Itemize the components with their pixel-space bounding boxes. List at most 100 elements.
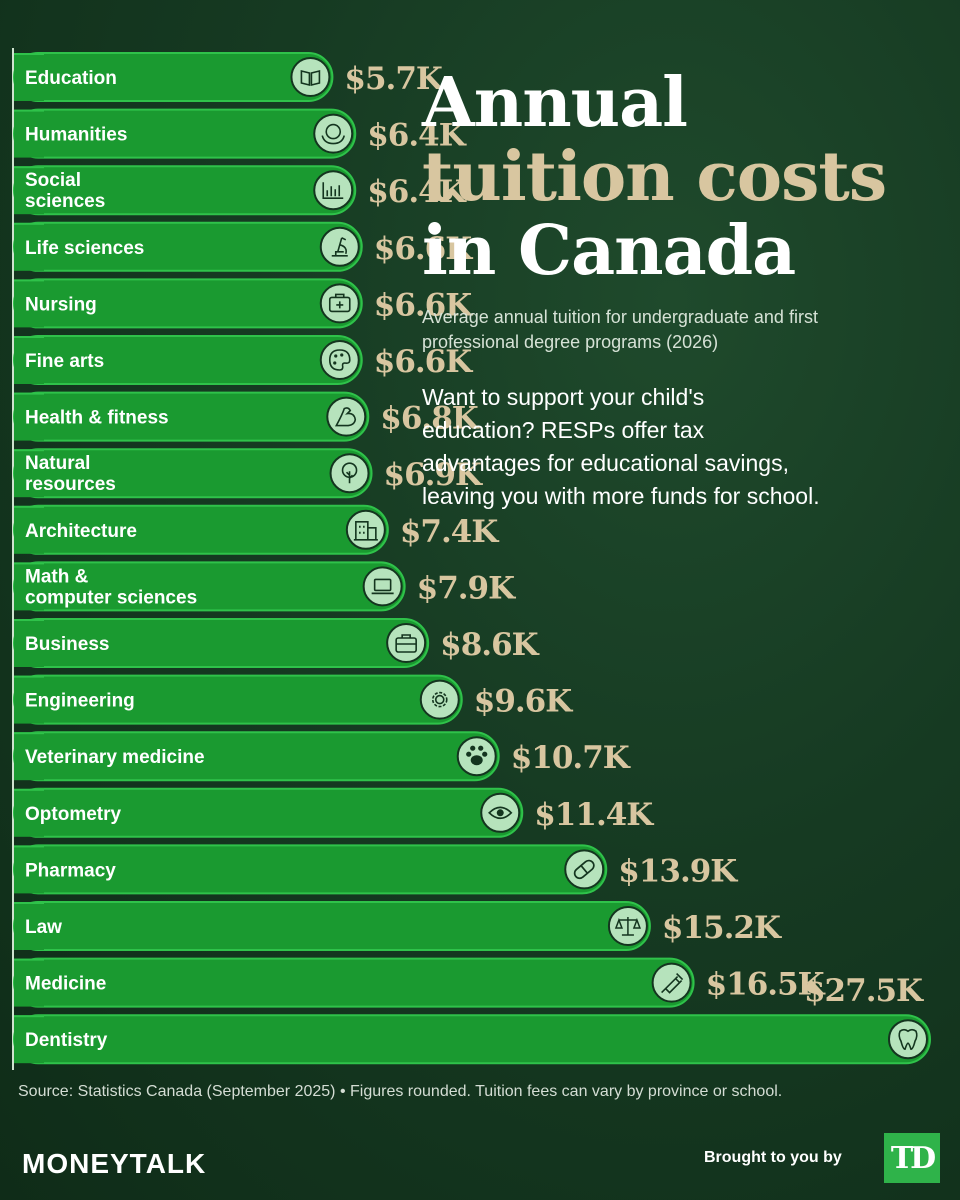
category-label: Engineering <box>25 691 135 712</box>
first-aid-kit-icon <box>319 283 360 324</box>
bar-left-cap <box>14 788 44 837</box>
bar-group: Social sciences $6.4K <box>13 165 468 216</box>
tooth-icon <box>888 1019 928 1060</box>
bar-left-cap-edge <box>14 675 44 678</box>
moneytalk-logo: MONEYTALK <box>22 1148 207 1179</box>
value-label: $6.6K <box>374 344 474 380</box>
bar-group: Education $5.7K <box>13 52 445 102</box>
category-label: Education <box>25 68 117 89</box>
bar-left-cap <box>14 449 44 498</box>
title-line-3: in Canada <box>422 211 796 291</box>
flexed-arm-icon <box>326 396 367 437</box>
bar-left-cap-edge <box>14 166 44 169</box>
chart-title: Annual tuition costs in Canada <box>422 66 942 288</box>
bar-left-cap <box>14 222 44 271</box>
resp-promo-text: Want to support your child's education? … <box>422 384 820 509</box>
bar-group: Math & computer sciences $7.9K <box>13 561 517 612</box>
bar-left-cap-edge <box>14 788 44 791</box>
value-label: $5.7K <box>344 61 444 97</box>
category-label: Social sciences <box>25 170 105 212</box>
microscope-icon <box>319 226 360 267</box>
bar-left-cap <box>14 392 44 441</box>
chart-subtitle: Average annual tuition for undergraduate… <box>422 307 818 352</box>
value-label: $6.6K <box>374 231 474 267</box>
value-label: $6.6K <box>374 287 474 323</box>
category-label: Medicine <box>25 974 106 995</box>
bar <box>13 957 695 1008</box>
bar-left-cap <box>14 958 44 1007</box>
value-label: $8.6K <box>440 627 540 663</box>
bar-left-cap <box>14 1015 44 1064</box>
category-label: Humanities <box>25 125 127 146</box>
bar-group: Business $8.6K <box>13 618 541 668</box>
bar-left-cap <box>14 336 44 384</box>
bar-group: Life sciences $6.6K <box>13 221 474 272</box>
bar-left-cap-edge <box>14 902 44 904</box>
syringe-icon <box>651 962 692 1003</box>
gear-icon <box>419 679 460 720</box>
bar-group: Health & fitness $6.8K <box>13 391 481 442</box>
value-label: $6.9K <box>384 457 484 493</box>
bar-group: Veterinary medicine $10.7K <box>13 731 632 782</box>
value-label: $6.4K <box>367 118 467 154</box>
bar-left-cap-edge <box>14 449 44 452</box>
bar-group: Nursing $6.6K <box>13 278 474 329</box>
value-label: $15.2K <box>662 910 782 946</box>
bar <box>13 1014 931 1065</box>
category-label: Law <box>25 917 62 938</box>
bar-left-cap <box>14 902 44 950</box>
bar-left-cap-edge <box>14 1015 44 1018</box>
value-label: $10.7K <box>511 740 631 776</box>
bar-group: Humanities $6.4K <box>13 108 468 159</box>
bar-group: Fine arts $6.6K <box>13 335 474 385</box>
briefcase-icon <box>386 623 427 663</box>
td-logo: TD <box>884 1133 940 1183</box>
bar-group: Medicine $16.5K <box>13 957 827 1008</box>
bar-left-cap-edge <box>14 336 44 338</box>
category-label: Optometry <box>25 804 122 825</box>
value-label: $16.5K <box>706 967 826 1003</box>
bar-group: Law $15.2K <box>13 901 783 951</box>
bar-chart-icon <box>313 170 354 211</box>
title-line-2: tuition costs <box>422 137 887 217</box>
source-note: Source: Statistics Canada (September 202… <box>18 1083 783 1100</box>
bar-group: Optometry $11.4K <box>13 787 655 838</box>
bar-left-cap-edge <box>14 53 44 55</box>
bar-group: Pharmacy $13.9K <box>13 844 739 895</box>
laptop-icon <box>362 566 403 607</box>
bar-left-cap-edge <box>14 222 44 225</box>
bar-left-cap-edge <box>14 562 44 565</box>
category-label: Dentistry <box>25 1030 108 1051</box>
bar-left-cap <box>14 675 44 724</box>
bar-group: Dentistry $27.5K <box>13 973 931 1065</box>
bar-left-cap <box>14 505 44 554</box>
brought-to-you-by: Brought to you by <box>704 1149 842 1166</box>
palette-icon <box>319 340 360 380</box>
bar <box>13 901 651 951</box>
tree-icon <box>329 453 370 494</box>
category-label: Life sciences <box>25 238 144 259</box>
y-axis-line <box>12 48 14 1070</box>
category-label: Pharmacy <box>25 860 116 881</box>
value-label: $11.4K <box>534 797 654 833</box>
bar-left-cap-edge <box>14 958 44 961</box>
bar-left-cap-edge <box>14 392 44 395</box>
category-label: Math & computer sciences <box>25 566 197 608</box>
bar-left-cap <box>14 279 44 328</box>
bar-left-cap-edge <box>14 619 44 621</box>
value-label: $6.4K <box>367 174 467 210</box>
category-label: Architecture <box>25 521 137 542</box>
bar-group: Engineering $9.6K <box>13 674 574 725</box>
bar-left-cap <box>14 845 44 894</box>
category-label: Veterinary medicine <box>25 747 205 768</box>
bar-left-cap <box>14 53 44 101</box>
globe-hands-icon <box>313 113 354 154</box>
category-label: Health & fitness <box>25 408 169 429</box>
category-label: Fine arts <box>25 351 104 372</box>
eye-icon <box>480 792 521 833</box>
bar-left-cap <box>14 166 44 215</box>
scales-icon <box>607 906 648 946</box>
pill-icon <box>564 849 605 890</box>
bar-left-cap <box>14 732 44 781</box>
